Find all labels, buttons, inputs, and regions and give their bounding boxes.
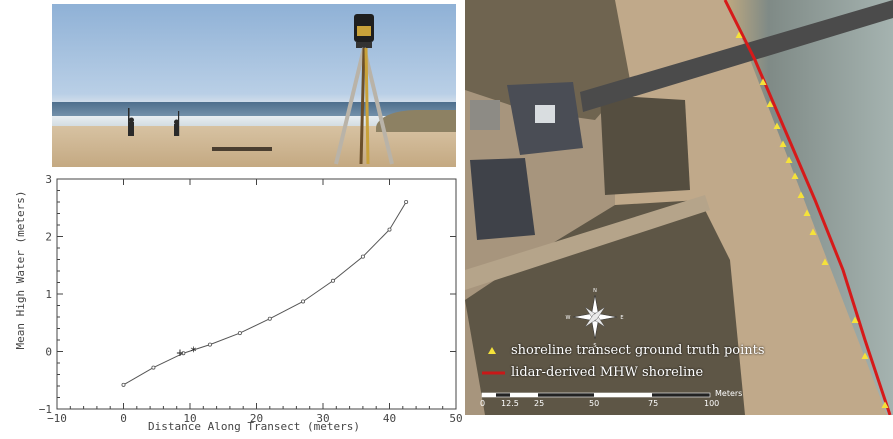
- ground-truth-point: [785, 156, 793, 163]
- y-tick-label: −1: [39, 403, 52, 416]
- ground-truth-point: [861, 352, 869, 359]
- building-roof-unit: [535, 105, 555, 123]
- surf-line: [52, 116, 456, 128]
- plot-border: [56, 178, 457, 410]
- ground-truth-point: [759, 78, 767, 85]
- x-tick-label: −10: [47, 412, 67, 425]
- compass-w: W: [566, 315, 571, 321]
- x-tick-label: 30: [316, 412, 329, 425]
- ground-truth-point: [821, 258, 829, 265]
- dune: [376, 110, 456, 132]
- pier: [580, 0, 893, 112]
- data-point: [237, 331, 242, 336]
- parking-lot: [470, 100, 500, 130]
- scale-label-100: 100: [704, 399, 720, 408]
- ground-truth-point: [766, 100, 774, 107]
- scale-unit: Meters: [715, 389, 743, 398]
- photo-figures: [128, 14, 394, 165]
- ground-truth-point: [773, 122, 781, 129]
- y-tick-label: 3: [45, 173, 52, 186]
- triangle-marker-icon: [488, 347, 496, 354]
- legend-ground-truth-label: shoreline transect ground truth points: [511, 343, 765, 358]
- mhw-shoreline-line: [723, 0, 892, 415]
- data-point: [301, 299, 306, 304]
- ground-truth-point: [809, 228, 817, 235]
- scale-label-0: 0: [480, 399, 486, 408]
- scale-label-50: 50: [589, 399, 600, 408]
- vegetation-patch: [600, 95, 690, 195]
- y-tick-label: 0: [45, 346, 52, 359]
- ground-truth-point: [851, 316, 859, 323]
- aerial-imagery: N E S W: [465, 0, 893, 415]
- dune-vegetation-south: [465, 200, 745, 415]
- mhw-profile-line: [123, 201, 407, 386]
- ground-truth-point: [791, 172, 799, 179]
- ground-truth-point: [735, 31, 743, 38]
- x-tick-label: 50: [449, 412, 462, 425]
- data-point: [330, 278, 335, 283]
- legend-mhw-shoreline: lidar-derived MHW shoreline: [511, 365, 703, 380]
- ground-truth-point: [803, 209, 811, 216]
- x-tick-label: 40: [383, 412, 396, 425]
- scale-label-75: 75: [648, 399, 659, 408]
- data-point: [151, 365, 156, 370]
- access-road: [465, 195, 710, 290]
- scale-label-12-5: 12.5: [501, 399, 519, 408]
- data-point: [181, 351, 186, 356]
- x-tick-label: 10: [183, 412, 196, 425]
- compass-n: N: [593, 288, 597, 294]
- compass-s: S: [593, 343, 596, 349]
- beach-photo: [52, 4, 456, 167]
- legend-ground-truth: shoreline transect ground truth points: [511, 343, 765, 358]
- building-south: [470, 158, 535, 240]
- surveyor-figures: [128, 108, 180, 136]
- shoreline-layer: [723, 0, 892, 415]
- data-point: [121, 382, 126, 387]
- data-point: [360, 254, 365, 259]
- data-series: + *: [121, 200, 409, 387]
- x-tick-label: 20: [250, 412, 263, 425]
- legend-mhw-shoreline-label: lidar-derived MHW shoreline: [511, 365, 704, 380]
- compass-rose: N E S W: [566, 288, 624, 349]
- y-axis-label: Mean High Water (meters): [14, 191, 27, 350]
- ground-truth-point: [797, 191, 805, 198]
- data-point: [267, 316, 272, 321]
- y-tick-label: 1: [45, 288, 52, 301]
- star-marker: *: [190, 345, 197, 359]
- x-axis-label: Distance Along Transect (meters): [148, 420, 360, 433]
- tripod-laser-level: [334, 14, 394, 165]
- data-point: [387, 227, 392, 232]
- data-point: [207, 342, 212, 347]
- ground-truth-point: [779, 140, 787, 147]
- plus-marker: +: [176, 346, 183, 360]
- aerial-map: N E S W shoreline transect ground truth …: [465, 0, 893, 415]
- x-tick-label: 0: [120, 412, 127, 425]
- plot-frame: [56, 178, 457, 410]
- scale-label-25: 25: [534, 399, 545, 408]
- data-point: [404, 200, 409, 205]
- y-tick-label: 2: [45, 231, 52, 244]
- ground-truth-point: [881, 401, 889, 408]
- compass-e: E: [620, 315, 623, 321]
- scale-bar: [481, 392, 711, 398]
- driftwood: [212, 147, 272, 151]
